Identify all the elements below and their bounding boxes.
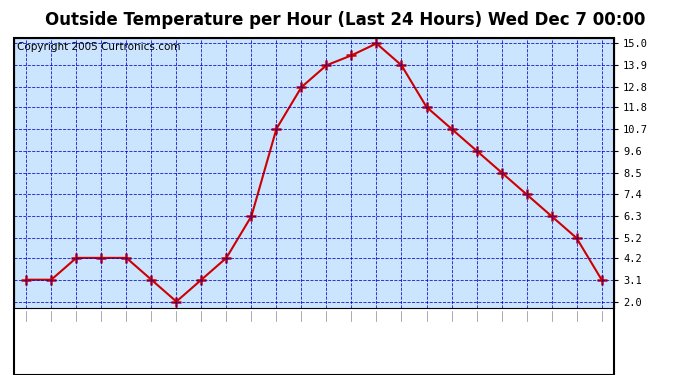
Text: 14:00: 14:00 xyxy=(342,327,351,358)
Text: 19:00: 19:00 xyxy=(466,327,477,358)
Text: 23:00: 23:00 xyxy=(566,327,577,358)
Text: 06:00: 06:00 xyxy=(141,327,151,358)
Text: Copyright 2005 Curtronics.com: Copyright 2005 Curtronics.com xyxy=(17,42,180,51)
Text: 02:00: 02:00 xyxy=(41,327,51,358)
Text: 16:00: 16:00 xyxy=(391,327,402,358)
Text: 03:00: 03:00 xyxy=(66,327,77,358)
Text: 09:00: 09:00 xyxy=(217,327,226,358)
Text: 20:00: 20:00 xyxy=(491,327,502,358)
Text: 22:00: 22:00 xyxy=(542,327,551,358)
Text: 10:00: 10:00 xyxy=(241,327,251,358)
Text: 21:00: 21:00 xyxy=(517,327,526,358)
Text: 00:00: 00:00 xyxy=(591,327,602,358)
Text: 18:00: 18:00 xyxy=(442,327,451,358)
Text: 08:00: 08:00 xyxy=(191,327,201,358)
Text: 12:00: 12:00 xyxy=(291,327,302,358)
Text: 11:00: 11:00 xyxy=(266,327,277,358)
Text: 05:00: 05:00 xyxy=(117,327,126,358)
Text: 15:00: 15:00 xyxy=(366,327,377,358)
Text: Outside Temperature per Hour (Last 24 Hours) Wed Dec 7 00:00: Outside Temperature per Hour (Last 24 Ho… xyxy=(45,11,645,29)
Text: 13:00: 13:00 xyxy=(317,327,326,358)
Text: 07:00: 07:00 xyxy=(166,327,177,358)
Text: 04:00: 04:00 xyxy=(91,327,101,358)
Text: 17:00: 17:00 xyxy=(417,327,426,358)
Text: 01:00: 01:00 xyxy=(17,327,26,358)
